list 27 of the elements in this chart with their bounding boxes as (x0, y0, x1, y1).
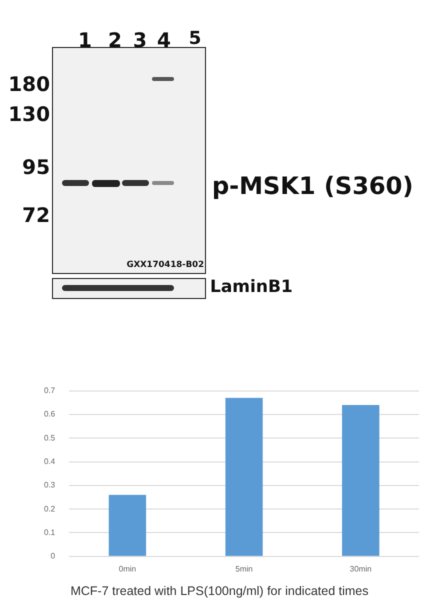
y-tick-label: 0.6 (44, 410, 56, 419)
x-tick-label: 0min (118, 564, 136, 574)
text: 72 (22, 203, 50, 227)
x-axis-title: MCF-7 treated with LPS(100ng/ml) for indicated times (69, 584, 370, 598)
y-tick-label: 0.5 (44, 433, 56, 442)
text: LaminB1 (210, 277, 293, 297)
text: 180 (8, 72, 50, 96)
text: 4 (157, 28, 171, 52)
y-tick-label: 0.7 (44, 386, 56, 396)
text: 1 (77, 28, 93, 52)
bar (108, 494, 146, 556)
text: p-MSK1 (S360) (212, 172, 414, 200)
text: 5 (188, 28, 202, 49)
x-tick-label: 5min (235, 564, 253, 574)
text: 130 (8, 102, 50, 126)
text: 3 (133, 28, 147, 52)
y-tick-label: 0.3 (44, 480, 56, 490)
text: 2 (107, 28, 123, 52)
y-tick-label: 0 (50, 552, 56, 561)
y-tick-label: 0.2 (44, 504, 56, 514)
text: 95 (22, 155, 50, 179)
text: GXX170418-B02 (126, 260, 204, 270)
y-tick-label: 0.4 (44, 456, 56, 466)
y-tick-label: 0.1 (44, 528, 56, 537)
x-tick-label: 30min (350, 564, 372, 574)
bar (225, 398, 263, 556)
bar (342, 404, 380, 556)
